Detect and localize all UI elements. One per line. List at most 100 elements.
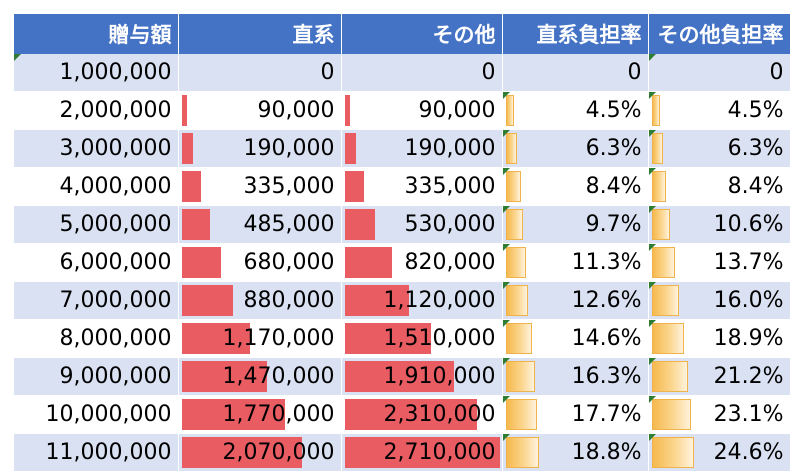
cell-value: 6.3% xyxy=(585,136,642,161)
header-cell-direct-rate[interactable]: 直系負担率 xyxy=(502,14,649,54)
cell-amount[interactable]: 10,000,000 xyxy=(14,395,179,434)
error-indicator-icon xyxy=(648,206,656,213)
header-cell-direct[interactable]: 直系 xyxy=(178,14,342,54)
cell-direct-rate[interactable]: 11.3% xyxy=(502,243,649,282)
cell-direct[interactable]: 1,470,000 xyxy=(178,357,342,396)
table-row: 4,000,000 335,000 335,000 8.4% 8.4% xyxy=(14,167,791,206)
cell-amount[interactable]: 11,000,000 xyxy=(14,433,179,472)
table-row: 11,000,000 2,070,000 2,710,000 18.8% 24.6% xyxy=(14,433,791,472)
cell-other-rate[interactable]: 0 xyxy=(648,54,791,92)
cell-amount[interactable]: 8,000,000 xyxy=(14,319,179,358)
error-indicator-icon xyxy=(648,244,656,251)
cell-amount[interactable]: 2,000,000 xyxy=(14,91,179,130)
cell-other-rate[interactable]: 6.3% xyxy=(648,129,791,168)
cell-other[interactable]: 190,000 xyxy=(341,129,503,168)
cell-other[interactable]: 530,000 xyxy=(341,205,503,244)
cell-other[interactable]: 2,710,000 xyxy=(341,433,503,472)
cell-other-rate[interactable]: 4.5% xyxy=(648,91,791,130)
cell-direct[interactable]: 0 xyxy=(178,54,342,92)
data-bar xyxy=(505,247,526,278)
cell-direct-rate[interactable]: 4.5% xyxy=(502,91,649,130)
cell-amount[interactable]: 6,000,000 xyxy=(14,243,179,282)
data-bar xyxy=(344,171,364,202)
cell-other-rate[interactable]: 21.2% xyxy=(648,357,791,396)
data-bar xyxy=(181,247,221,278)
cell-amount[interactable]: 4,000,000 xyxy=(14,167,179,206)
cell-value: 820,000 xyxy=(404,250,496,275)
cell-value: 10,000,000 xyxy=(45,402,172,427)
cell-other[interactable]: 90,000 xyxy=(341,91,503,130)
cell-value: 5,000,000 xyxy=(59,212,172,237)
cell-other-rate[interactable]: 8.4% xyxy=(648,167,791,206)
data-bar xyxy=(505,323,532,354)
data-bar xyxy=(344,285,409,316)
cell-direct-rate[interactable]: 8.4% xyxy=(502,167,649,206)
cell-direct[interactable]: 680,000 xyxy=(178,243,342,282)
table-row: 10,000,000 1,770,000 2,310,000 17.7% 23.1% xyxy=(14,395,791,434)
cell-direct-rate[interactable]: 16.3% xyxy=(502,357,649,396)
data-bar xyxy=(651,171,666,202)
cell-value: 335,000 xyxy=(404,174,496,199)
cell-direct[interactable]: 190,000 xyxy=(178,129,342,168)
header-cell-amount[interactable]: 贈与額 xyxy=(14,14,179,54)
error-indicator-icon xyxy=(648,130,656,137)
cell-value: 23.1% xyxy=(713,402,784,427)
cell-direct[interactable]: 1,170,000 xyxy=(178,319,342,358)
cell-value: 335,000 xyxy=(243,174,335,199)
cell-value: 14.6% xyxy=(571,326,642,351)
cell-other-rate[interactable]: 13.7% xyxy=(648,243,791,282)
cell-direct-rate[interactable]: 9.7% xyxy=(502,205,649,244)
cell-direct-rate[interactable]: 14.6% xyxy=(502,319,649,358)
cell-other[interactable]: 820,000 xyxy=(341,243,503,282)
cell-direct-rate[interactable]: 18.8% xyxy=(502,433,649,472)
data-bar xyxy=(651,399,691,430)
error-indicator-icon xyxy=(502,244,510,251)
cell-value: 1,910,000 xyxy=(383,364,496,389)
cell-other[interactable]: 1,910,000 xyxy=(341,357,503,396)
data-bar xyxy=(651,247,675,278)
cell-other[interactable]: 2,310,000 xyxy=(341,395,503,434)
cell-other-rate[interactable]: 18.9% xyxy=(648,319,791,358)
error-indicator-icon xyxy=(502,358,510,365)
cell-amount[interactable]: 1,000,000 xyxy=(14,54,179,92)
cell-other-rate[interactable]: 10.6% xyxy=(648,205,791,244)
data-bar xyxy=(181,133,193,164)
cell-direct[interactable]: 90,000 xyxy=(178,91,342,130)
cell-direct[interactable]: 485,000 xyxy=(178,205,342,244)
error-indicator-icon xyxy=(648,282,656,289)
data-bar xyxy=(344,247,392,278)
cell-direct[interactable]: 880,000 xyxy=(178,281,342,320)
header-cell-other-rate[interactable]: その他負担率 xyxy=(648,14,791,54)
error-indicator-icon xyxy=(502,92,510,99)
cell-direct-rate[interactable]: 6.3% xyxy=(502,129,649,168)
cell-direct-rate[interactable]: 0 xyxy=(502,54,649,92)
cell-amount[interactable]: 7,000,000 xyxy=(14,281,179,320)
cell-value: 1,470,000 xyxy=(222,364,335,389)
cell-other[interactable]: 1,120,000 xyxy=(341,281,503,320)
cell-other-rate[interactable]: 23.1% xyxy=(648,395,791,434)
cell-value: 9.7% xyxy=(585,212,642,237)
data-bar xyxy=(181,361,267,392)
cell-amount[interactable]: 3,000,000 xyxy=(14,129,179,168)
header-cell-other[interactable]: その他 xyxy=(341,14,503,54)
error-indicator-icon xyxy=(648,92,656,99)
cell-amount[interactable]: 5,000,000 xyxy=(14,205,179,244)
cell-amount[interactable]: 9,000,000 xyxy=(14,357,179,396)
spreadsheet-grid[interactable]: 贈与額 直系 その他 直系負担率 その他負担率 1,000,000 0 0 0 0 2,0… xyxy=(14,14,791,472)
data-bar xyxy=(505,361,535,392)
cell-direct[interactable]: 2,070,000 xyxy=(178,433,342,472)
error-indicator-icon xyxy=(502,396,510,403)
data-bar xyxy=(181,95,187,126)
table-row: 6,000,000 680,000 820,000 11.3% 13.7% xyxy=(14,243,791,282)
cell-direct[interactable]: 1,770,000 xyxy=(178,395,342,434)
cell-other-rate[interactable]: 24.6% xyxy=(648,433,791,472)
cell-direct[interactable]: 335,000 xyxy=(178,167,342,206)
cell-value: 880,000 xyxy=(243,288,335,313)
cell-direct-rate[interactable]: 12.6% xyxy=(502,281,649,320)
error-indicator-icon xyxy=(648,168,656,175)
cell-direct-rate[interactable]: 17.7% xyxy=(502,395,649,434)
cell-other[interactable]: 1,510,000 xyxy=(341,319,503,358)
cell-other[interactable]: 0 xyxy=(341,54,503,92)
cell-other-rate[interactable]: 16.0% xyxy=(648,281,791,320)
cell-other[interactable]: 335,000 xyxy=(341,167,503,206)
